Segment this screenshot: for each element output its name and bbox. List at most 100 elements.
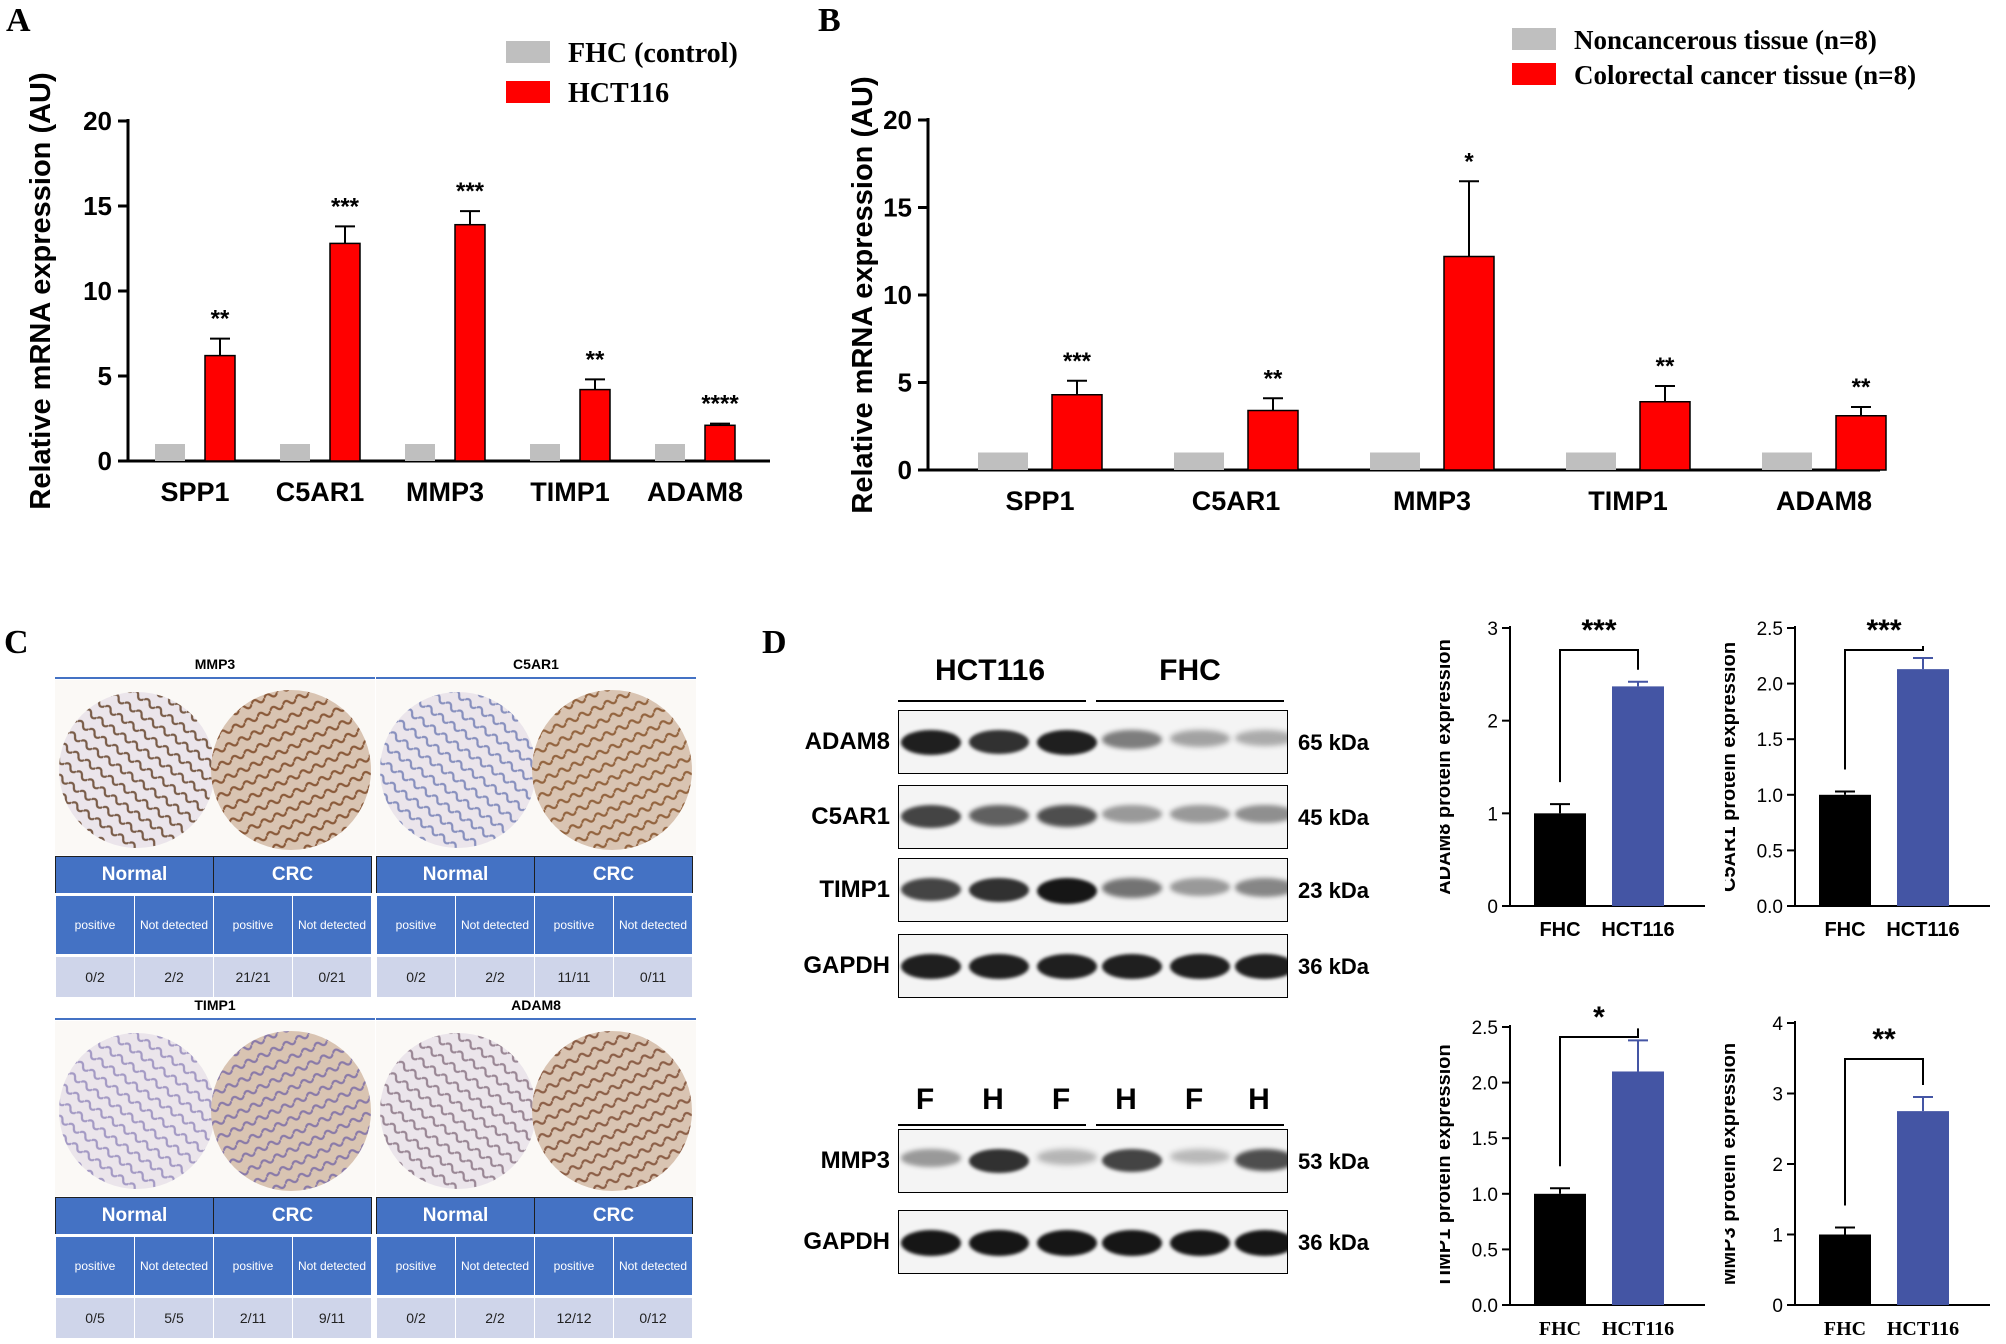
header-crc: CRC [534, 856, 693, 895]
panel-label-b: B [818, 2, 841, 39]
bar-fhc [1819, 794, 1871, 906]
band [1170, 954, 1230, 980]
band [969, 878, 1029, 903]
bar-fhc-adam8 [655, 444, 685, 461]
category-label: HCT116 [1887, 1318, 1959, 1340]
band [1235, 805, 1287, 824]
chart-a-mrna-cell-lines: 0 5 10 15 20 Relative mRNA expression (AU) ** S… [25, 38, 770, 510]
count-cell: 0/5 [55, 1295, 135, 1338]
ihc-tissue-image-mmp3 [55, 680, 375, 855]
legend-entry: HCT116 [568, 78, 669, 109]
ihc-divider [55, 1018, 375, 1020]
y-tick-label: 15 [883, 193, 912, 223]
y-axis-label: MMP3 protein expression [1725, 1043, 1740, 1285]
band [1170, 730, 1230, 747]
ihc-tissue-image-c5ar1 [376, 680, 696, 855]
band [1102, 878, 1162, 898]
ihc-title-c5ar1: C5AR1 [513, 656, 559, 672]
blot-label-adam8: ADAM8 [804, 728, 890, 755]
panel-label-d: D [762, 624, 787, 661]
bar-fhc-c5ar1 [280, 444, 310, 461]
y-tick-label: 0.5 [1757, 841, 1783, 862]
category-label: HCT116 [1601, 919, 1674, 941]
band [1102, 1230, 1162, 1256]
bar-fhc-spp1 [155, 444, 185, 461]
significance-label: ** [586, 346, 605, 373]
category-label: SPP1 [160, 477, 229, 507]
band [969, 1230, 1029, 1256]
subheader-cell: Not detected [455, 1234, 535, 1297]
subheader-cell: Not detected [134, 893, 214, 956]
band [1102, 1149, 1162, 1172]
band [1037, 1149, 1097, 1165]
lane-group-line [898, 700, 1086, 702]
ihc-title-mmp3: MMP3 [194, 656, 236, 672]
blot-strip-mmp3 [898, 1129, 1288, 1193]
count-cell: 2/2 [455, 1295, 535, 1338]
subheader-cell: Not detected [613, 893, 693, 956]
legend-entry: Colorectal cancer tissue (n=8) [1574, 60, 1916, 90]
ihc-table-timp1: Normal CRC positive Not detected positive Not… [55, 1197, 372, 1338]
lane-group-hct116: HCT116 [934, 654, 1046, 687]
significance-bracket [1844, 646, 1924, 770]
band [969, 730, 1029, 755]
category-label: FHC [1824, 919, 1865, 941]
blot-label-mmp3: MMP3 [820, 1147, 890, 1174]
significance-label: ** [1656, 353, 1675, 380]
bar-noncancerous-mmp3 [1370, 452, 1420, 470]
bar-fhc [1534, 1193, 1586, 1305]
tissue-core-normal [59, 1033, 215, 1189]
blot-label-gapdh: GAPDH [803, 952, 890, 979]
header-normal: Normal [376, 1197, 535, 1236]
kda-label: 65 kDa [1298, 730, 1369, 755]
y-tick-label: 0 [1772, 1296, 1783, 1317]
band [969, 954, 1029, 980]
band [901, 878, 961, 901]
significance-label: ** [1872, 1023, 1896, 1056]
ihc-title-adam8: ADAM8 [511, 997, 561, 1013]
count-cell: 0/2 [376, 1295, 456, 1338]
y-tick-label: 1.5 [1472, 1129, 1498, 1150]
lane-letter: H [1248, 1083, 1270, 1116]
blot-label-c5ar1: C5AR1 [811, 803, 890, 830]
ihc-table-c5ar1: Normal CRC positive Not detected positive Not… [376, 856, 693, 997]
subheader-cell: Not detected [613, 1234, 693, 1297]
significance-label: *** [1581, 614, 1616, 647]
ihc-divider [376, 1018, 696, 1020]
bar-hct116 [1897, 669, 1949, 906]
y-tick-label: 2.5 [1757, 619, 1783, 640]
bar-hct116-spp1 [204, 354, 236, 462]
bar-colorectal-adam8 [1835, 415, 1887, 471]
y-tick-label: 0.0 [1472, 1296, 1498, 1317]
band [901, 730, 961, 756]
band [1235, 1149, 1287, 1172]
y-tick-label: 3 [1772, 1085, 1783, 1106]
tissue-core-crc [211, 690, 371, 850]
bar-hct116 [1612, 1071, 1664, 1305]
count-cell: 0/2 [55, 954, 135, 997]
y-tick-label: 10 [883, 280, 912, 310]
lane-group-line [1096, 1124, 1284, 1126]
ihc-divider [376, 677, 696, 679]
y-tick-label: 3 [1487, 619, 1498, 640]
ihc-title-timp1: TIMP1 [194, 997, 236, 1013]
significance-bracket [1559, 649, 1639, 783]
count-cell: 0/2 [376, 954, 456, 997]
subheader-cell: positive [55, 1234, 135, 1297]
significance-bracket [1844, 1058, 1924, 1206]
significance-bracket [1559, 1028, 1639, 1167]
band [1235, 1230, 1287, 1256]
count-cell: 11/11 [534, 954, 614, 997]
y-tick-label: 0 [898, 455, 912, 485]
significance-label: * [1593, 1001, 1605, 1034]
bar-hct116-adam8 [704, 424, 736, 462]
y-tick-label: 4 [1772, 1014, 1783, 1035]
category-label: ADAM8 [1776, 486, 1872, 516]
band [1102, 954, 1162, 980]
band [1170, 1230, 1230, 1256]
blot-strip-gapdh [898, 934, 1288, 998]
y-tick-label: 1 [1487, 804, 1498, 825]
y-tick-label: 2.0 [1757, 675, 1783, 696]
significance-label: *** [456, 178, 485, 205]
y-tick-label: 0.5 [1472, 1240, 1498, 1261]
